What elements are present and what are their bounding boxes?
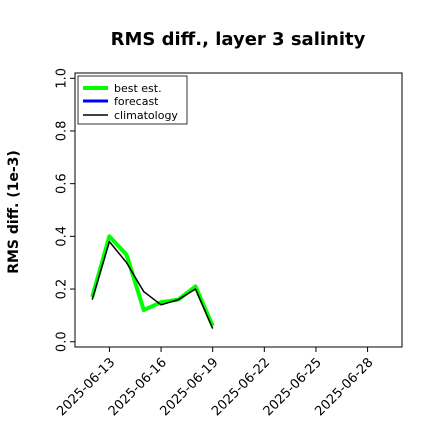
- series-line-climatology: [91, 240, 214, 329]
- legend-label-best-est: best est.: [114, 82, 162, 95]
- chart-title: RMS diff., layer 3 salinity: [111, 29, 366, 50]
- y-tick-label: 0.4: [55, 226, 70, 247]
- y-tick-label: 1.0: [55, 68, 70, 89]
- y-axis: 0.0 0.2 0.4 0.6 0.8 1.0: [55, 68, 75, 352]
- y-tick-label: 0.2: [55, 279, 70, 300]
- plot-series: [90, 234, 215, 329]
- legend: best est. forecast climatology: [77, 75, 188, 125]
- y-axis-label: RMS diff. (1e-3): [6, 150, 22, 274]
- series-line-best-est: [90, 234, 215, 327]
- x-axis: 2025-06-132025-06-162025-06-192025-06-22…: [54, 347, 376, 419]
- plot-frame: [74, 72, 403, 348]
- y-tick-label: 0.0: [55, 331, 70, 352]
- legend-label-forecast: forecast: [114, 95, 159, 108]
- y-tick-label: 0.8: [55, 121, 70, 142]
- legend-label-climatology: climatology: [114, 109, 178, 122]
- y-tick-label: 0.6: [55, 173, 70, 194]
